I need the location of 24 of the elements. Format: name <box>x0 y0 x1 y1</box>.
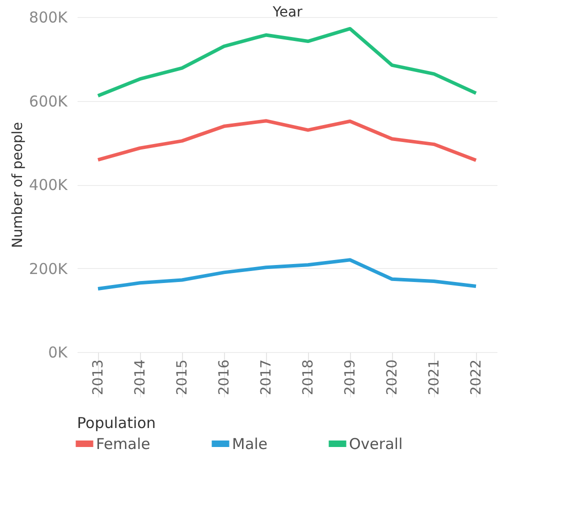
x-tick-label: 2020 <box>384 360 400 396</box>
y-tick-label: 800K <box>29 8 69 26</box>
x-tick-label: 2017 <box>258 360 274 396</box>
x-tick-label: 2014 <box>132 359 148 396</box>
x-axis-title: Year <box>272 4 303 20</box>
x-tick-label: 2022 <box>468 360 484 396</box>
x-tick-label: 2015 <box>174 360 190 396</box>
y-tick-label: 200K <box>29 260 69 278</box>
line-series <box>96 26 478 98</box>
x-tick-label: 2016 <box>216 359 232 396</box>
x-tick-label: 2021 <box>426 360 442 396</box>
y-tick-label: 0K <box>48 344 69 362</box>
y-tick-label: 400K <box>29 176 69 194</box>
legend-label: Overall <box>349 434 403 453</box>
line-series <box>96 119 478 162</box>
line-series <box>96 258 478 291</box>
x-tick-label: 2019 <box>342 360 358 396</box>
y-axis-title: Number of people <box>10 122 26 248</box>
legend-title: Population <box>77 414 156 432</box>
x-tick-label: 2013 <box>90 360 106 396</box>
x-tick-label: 2018 <box>300 360 316 396</box>
legend-label: Male <box>232 434 268 453</box>
y-tick-label: 600K <box>29 92 69 110</box>
legend-label: Female <box>96 434 150 453</box>
